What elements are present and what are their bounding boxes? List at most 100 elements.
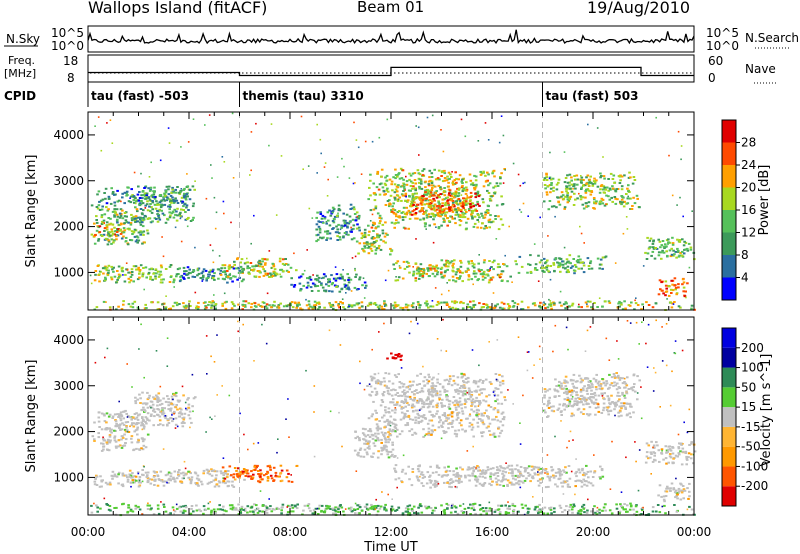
data-cell: [370, 379, 374, 382]
data-cell: [414, 279, 418, 282]
data-cell: [416, 267, 419, 270]
data-cell: [162, 480, 166, 483]
data-cell: [360, 301, 364, 304]
data-cell: [620, 188, 624, 191]
data-cell: [107, 232, 110, 235]
data-cell: [100, 480, 104, 483]
noise-cell: [180, 188, 183, 190]
data-cell: [566, 192, 569, 194]
data-cell: [537, 484, 541, 487]
data-cell: [455, 211, 458, 214]
data-cell: [409, 203, 413, 205]
data-cell: [384, 406, 387, 409]
data-cell: [620, 203, 623, 206]
data-cell: [436, 271, 440, 274]
data-cell: [435, 390, 439, 393]
data-cell: [458, 277, 461, 279]
data-cell: [423, 417, 427, 419]
data-cell: [497, 215, 500, 218]
data-cell: [667, 294, 671, 297]
data-cell: [126, 476, 129, 479]
data-cell: [156, 404, 159, 407]
data-cell: [659, 288, 662, 291]
noise-cell: [144, 207, 147, 209]
data-cell: [429, 481, 433, 484]
data-cell: [461, 182, 464, 184]
data-cell: [323, 306, 326, 309]
data-cell: [458, 397, 462, 400]
data-cell: [375, 392, 379, 395]
data-cell: [159, 399, 162, 402]
data-cell: [116, 413, 119, 416]
data-cell: [494, 304, 497, 307]
data-cell: [356, 303, 359, 306]
data-cell: [357, 454, 360, 457]
data-cell: [598, 203, 602, 206]
data-cell: [590, 267, 594, 270]
data-cell: [144, 446, 148, 449]
data-cell: [107, 231, 110, 234]
data-cell: [343, 308, 347, 311]
data-cell: [182, 394, 185, 397]
data-cell: [174, 197, 177, 200]
data-cell: [332, 307, 335, 310]
data-cell: [196, 269, 200, 272]
data-cell: [226, 480, 229, 483]
data-cell: [345, 213, 349, 216]
data-cell: [110, 265, 113, 268]
data-cell: [601, 202, 605, 205]
data-cell: [599, 176, 602, 179]
data-cell: [153, 197, 157, 200]
data-cell: [287, 472, 290, 475]
data-cell: [422, 380, 425, 383]
data-cell: [549, 178, 553, 181]
data-cell: [411, 433, 414, 436]
data-cell: [264, 305, 268, 308]
data-cell: [576, 197, 579, 200]
data-cell: [169, 409, 172, 412]
data-cell: [508, 305, 511, 307]
data-cell: [673, 253, 676, 256]
cpid-segment-label: tau (fast) 503: [546, 89, 639, 103]
data-cell: [601, 267, 604, 270]
data-cell: [502, 263, 505, 265]
data-cell: [153, 196, 157, 198]
data-cell: [400, 470, 404, 473]
data-cell: [406, 200, 409, 203]
data-cell: [383, 437, 387, 440]
data-cell: [537, 468, 541, 471]
noise-cell: [348, 177, 351, 179]
data-cell: [393, 197, 397, 200]
data-cell: [539, 472, 543, 475]
data-cell: [161, 424, 165, 427]
data-cell: [470, 394, 474, 396]
nsearch-label: N.Search: [745, 31, 799, 45]
data-cell: [121, 196, 124, 199]
data-cell: [490, 484, 493, 487]
data-cell: [204, 269, 208, 272]
data-cell: [392, 176, 395, 179]
data-cell: [447, 406, 451, 409]
data-cell: [169, 264, 173, 266]
data-cell: [100, 208, 104, 211]
data-cell: [560, 481, 563, 484]
data-cell: [449, 378, 452, 380]
data-cell: [424, 302, 427, 305]
data-cell: [110, 474, 114, 477]
data-cell: [132, 265, 136, 268]
data-cell: [189, 472, 192, 475]
data-cell: [495, 387, 499, 390]
data-cell: [110, 276, 113, 279]
data-cell: [474, 208, 477, 211]
data-cell: [98, 273, 101, 276]
data-cell: [113, 473, 117, 476]
data-cell: [331, 290, 334, 293]
data-cell: [557, 178, 561, 181]
data-cell: [446, 199, 450, 202]
data-cell: [346, 226, 349, 229]
noise-cell: [460, 194, 463, 196]
data-cell: [258, 270, 261, 273]
data-cell: [448, 482, 451, 485]
data-cell: [418, 185, 421, 188]
data-cell: [452, 473, 456, 476]
